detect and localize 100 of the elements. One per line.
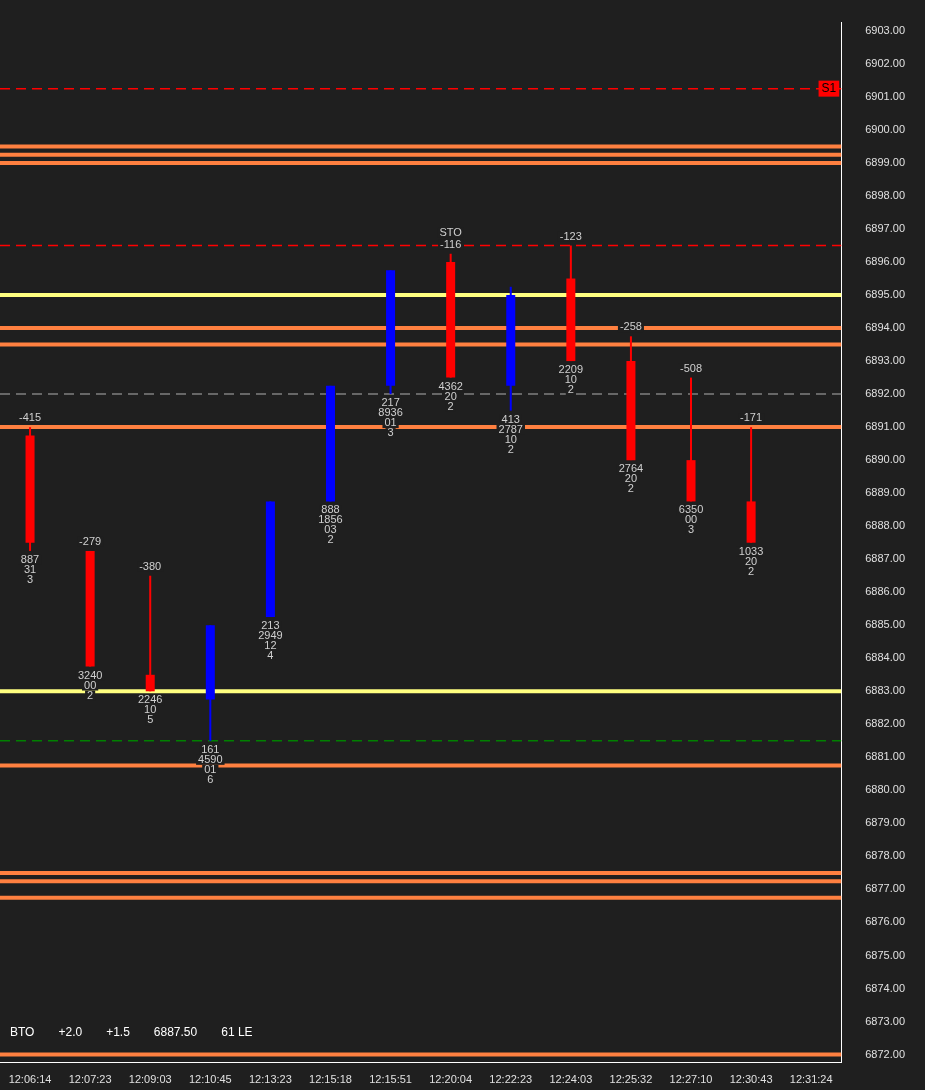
x-tick-label: 12:30:43 <box>729 1073 773 1086</box>
x-tick-label: 12:13:23 <box>248 1073 292 1086</box>
annotation: 2764 <box>618 462 644 475</box>
annotation: 4590 <box>198 752 223 765</box>
annotation: 10 <box>504 432 517 445</box>
annotation: 5 <box>147 713 154 726</box>
x-tick-label: 12:10:45 <box>188 1073 232 1086</box>
annotation: STO <box>439 225 463 238</box>
annotation: +1.5 <box>106 1025 131 1040</box>
annotation: 31 <box>23 562 37 575</box>
annotation: 2 <box>447 399 454 412</box>
annotation: -123 <box>559 229 582 242</box>
x-tick-label: 12:06:14 <box>8 1073 52 1086</box>
y-tick-label: 6890.00 <box>865 453 905 466</box>
annotation: 6887.50 <box>153 1025 198 1040</box>
annotation: BTO <box>10 1025 35 1040</box>
annotation: 01 <box>384 416 397 429</box>
annotation: 6 <box>207 772 214 785</box>
annotation: 2209 <box>558 363 584 376</box>
annotation: 20 <box>744 554 758 567</box>
y-tick-label: 6900.00 <box>865 122 905 135</box>
annotation: 888 <box>321 503 340 516</box>
annotation: 2 <box>748 564 755 577</box>
annotation: 4 <box>267 649 274 662</box>
y-tick-label: 6876.00 <box>865 915 905 928</box>
y-tick-label: 6883.00 <box>865 684 905 697</box>
annotation: 2246 <box>137 693 163 706</box>
y-tick-label: 6878.00 <box>865 849 905 862</box>
y-tick-label: 6894.00 <box>865 321 905 334</box>
y-tick-label: 6882.00 <box>865 717 905 730</box>
y-tick-label: 6885.00 <box>865 618 905 631</box>
annotation: 2787 <box>498 422 523 435</box>
annotation: 03 <box>324 523 337 536</box>
annotation: 413 <box>501 412 520 425</box>
annotation: 161 <box>201 742 220 755</box>
x-tick-label: 12:22:23 <box>489 1073 533 1086</box>
annotation: 20 <box>444 389 457 402</box>
annotation: 217 <box>381 396 400 409</box>
annotation: 12 <box>264 639 277 652</box>
x-tick-label: 12:07:23 <box>68 1073 112 1086</box>
annotation: 2 <box>87 688 94 701</box>
x-tick-label: 12:09:03 <box>128 1073 172 1086</box>
annotation: 10 <box>564 373 577 386</box>
annotation: 10 <box>144 703 157 716</box>
y-tick-label: 6897.00 <box>865 222 905 235</box>
annotation: 3240 <box>77 668 103 681</box>
annotation: 61 LE <box>221 1025 253 1040</box>
annotation: 8936 <box>378 406 403 419</box>
annotation: 3 <box>387 426 394 439</box>
annotation: 4362 <box>438 379 463 392</box>
candlestick <box>145 574 155 693</box>
annotation: -171 <box>740 411 763 424</box>
y-tick-label: 6891.00 <box>865 420 905 433</box>
y-tick-label: 6873.00 <box>865 1014 905 1027</box>
y-tick-label: 6875.00 <box>865 948 905 961</box>
annotation: -279 <box>79 534 102 547</box>
y-tick-label: 6872.00 <box>865 1047 905 1060</box>
y-tick-label: 6895.00 <box>865 288 905 301</box>
y-tick-label: 6887.00 <box>865 552 905 565</box>
y-tick-label: 6902.00 <box>865 56 905 69</box>
y-tick-label: 6888.00 <box>865 519 905 532</box>
annotation: 1856 <box>318 513 343 526</box>
y-tick-label: 6898.00 <box>865 189 905 201</box>
annotation: 2 <box>567 383 574 396</box>
annotation: -415 <box>19 411 42 424</box>
annotation: 3 <box>687 523 695 536</box>
annotation: 2 <box>507 442 514 455</box>
y-tick-label: 6881.00 <box>865 750 905 763</box>
x-tick-label: 12:20:04 <box>429 1073 473 1086</box>
y-tick-label: 6884.00 <box>865 651 905 664</box>
annotation: -116 <box>440 237 462 250</box>
y-tick-label: 6903.00 <box>865 23 905 36</box>
annotation: -258 <box>619 320 642 333</box>
annotation: 00 <box>84 678 97 691</box>
annotation: 6350 <box>678 503 704 516</box>
x-tick-label: 12:15:51 <box>369 1073 412 1086</box>
y-tick-label: 6889.00 <box>865 486 905 499</box>
y-tick-label: 6901.00 <box>865 89 905 102</box>
ref-line-label: S1 <box>821 80 837 95</box>
y-tick-label: 6877.00 <box>865 882 905 895</box>
annotation: 1033 <box>738 544 764 557</box>
annotation: -380 <box>139 559 162 572</box>
annotation: 20 <box>624 472 638 485</box>
y-tick-label: 6874.00 <box>865 981 905 994</box>
y-tick-label: 6880.00 <box>865 783 905 796</box>
y-tick-label: 6886.00 <box>865 585 905 598</box>
annotation: 213 <box>261 619 280 632</box>
x-tick-label: 12:24:03 <box>549 1073 593 1086</box>
annotation: 2 <box>627 482 634 495</box>
annotation: 3 <box>26 572 34 585</box>
x-tick-label: 12:27:10 <box>669 1073 713 1086</box>
x-tick-label: 12:25:32 <box>609 1073 653 1086</box>
y-tick-label: 6896.00 <box>865 255 905 268</box>
y-tick-label: 6893.00 <box>865 354 905 367</box>
annotation: 2 <box>327 533 334 546</box>
y-tick-label: 6892.00 <box>865 387 905 400</box>
annotation: 01 <box>204 762 217 775</box>
annotation: 2949 <box>258 629 283 642</box>
annotation: +2.0 <box>58 1025 83 1040</box>
x-tick-label: 12:31:24 <box>789 1073 833 1086</box>
